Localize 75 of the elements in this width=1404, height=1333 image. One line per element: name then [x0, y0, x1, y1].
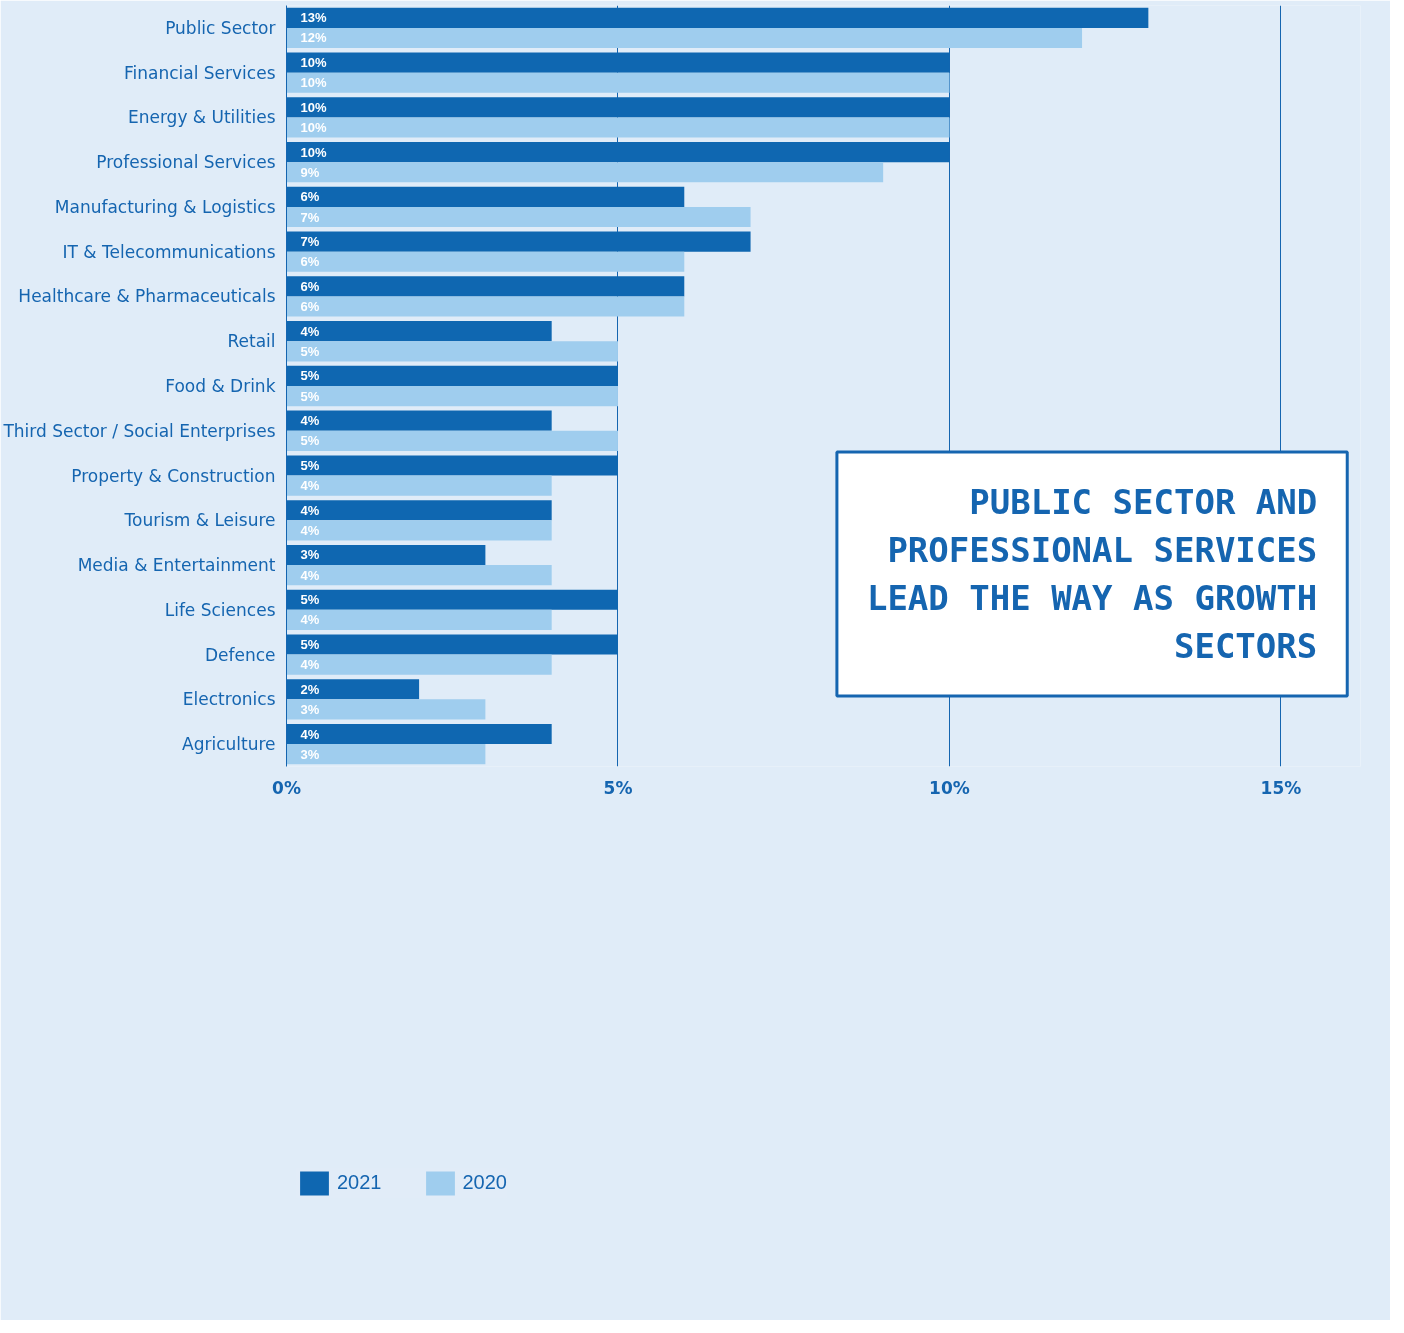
bar: [286, 744, 486, 765]
y-tick-label: Agriculture: [182, 734, 276, 755]
data-label: 10%: [300, 144, 327, 160]
x-tick-label: 15%: [1260, 777, 1302, 798]
data-label: 5%: [300, 457, 320, 473]
data-label: 13%: [300, 10, 327, 26]
bar: [286, 609, 552, 630]
annotation: PUBLIC SECTOR AND PROFESSIONAL SERVICES LEAD THE WAY AS GROWTH SECTORS: [866, 482, 1318, 667]
x-tick-label: 5%: [603, 777, 633, 798]
y-tick-label: Public Sector: [165, 17, 276, 38]
y-tick-label: Property & Construction: [71, 465, 276, 486]
data-label: 2%: [300, 681, 320, 697]
bar: [286, 475, 552, 496]
y-tick-label: Food & Drink: [165, 376, 276, 396]
data-label: 4%: [300, 522, 320, 538]
y-tick-label: Tourism & Leisure: [123, 510, 276, 531]
bar: [286, 699, 486, 720]
bar: [286, 72, 950, 93]
data-label: 5%: [300, 343, 320, 359]
y-tick-label: Media & Entertainment: [77, 555, 276, 576]
data-label: 6%: [300, 278, 320, 294]
bar: [286, 341, 618, 362]
y-tick-label: Professional Services: [96, 152, 276, 173]
data-label: 5%: [300, 388, 320, 404]
bar: [286, 520, 552, 541]
data-label: 10%: [300, 119, 327, 135]
data-label: 3%: [300, 547, 320, 563]
data-label: 7%: [300, 234, 320, 250]
data-label: 6%: [300, 299, 320, 315]
data-label: 4%: [300, 478, 320, 494]
data-label: 3%: [300, 746, 320, 762]
y-tick-label: Energy & Utilities: [127, 107, 276, 128]
x-tick-label: 0%: [272, 777, 301, 798]
data-label: 5%: [300, 637, 320, 653]
data-label: 4%: [300, 726, 320, 742]
data-label: 6%: [300, 254, 320, 270]
bar: [286, 162, 884, 183]
bar: [286, 251, 685, 272]
data-label: 10%: [300, 55, 327, 71]
data-label: 10%: [300, 99, 327, 115]
y-tick-label: Defence: [204, 644, 276, 665]
y-tick-label: Manufacturing & Logistics: [54, 196, 276, 217]
bar: [286, 296, 685, 317]
data-label: 12%: [300, 30, 327, 46]
data-label: 4%: [300, 323, 320, 339]
bar: [286, 117, 950, 138]
data-label: 4%: [300, 567, 320, 583]
y-tick-label: Life Sciences: [164, 599, 276, 620]
data-label: 4%: [300, 502, 320, 518]
bar: [286, 386, 618, 407]
data-label: 5%: [300, 433, 320, 449]
data-label: 4%: [300, 657, 320, 673]
bar: [286, 565, 552, 586]
y-tick-label: Retail: [227, 331, 276, 352]
data-label: 3%: [300, 701, 320, 717]
data-label: 4%: [300, 413, 320, 429]
bar: [286, 27, 1083, 49]
legend-label: 2020: [462, 1171, 507, 1194]
bar: [286, 654, 552, 675]
y-tick-label: IT & Telecommunications: [62, 241, 276, 262]
bar: [286, 206, 751, 228]
data-label: 5%: [300, 592, 320, 608]
legend-label: 2021: [337, 1171, 382, 1194]
x-tick-label: 10%: [929, 777, 970, 798]
data-label: 7%: [300, 209, 320, 225]
data-label: 6%: [300, 189, 320, 205]
data-label: 10%: [300, 75, 327, 91]
data-label: 9%: [300, 164, 320, 180]
bar: [286, 430, 618, 451]
y-tick-label: Electronics: [182, 689, 276, 710]
y-tick-label: Healthcare & Pharmaceuticals: [18, 286, 276, 307]
y-tick-label: Third Sector / Social Enterprises: [2, 420, 276, 441]
data-label: 4%: [300, 612, 320, 628]
y-tick-label: Financial Services: [123, 62, 276, 83]
data-label: 5%: [300, 368, 320, 384]
